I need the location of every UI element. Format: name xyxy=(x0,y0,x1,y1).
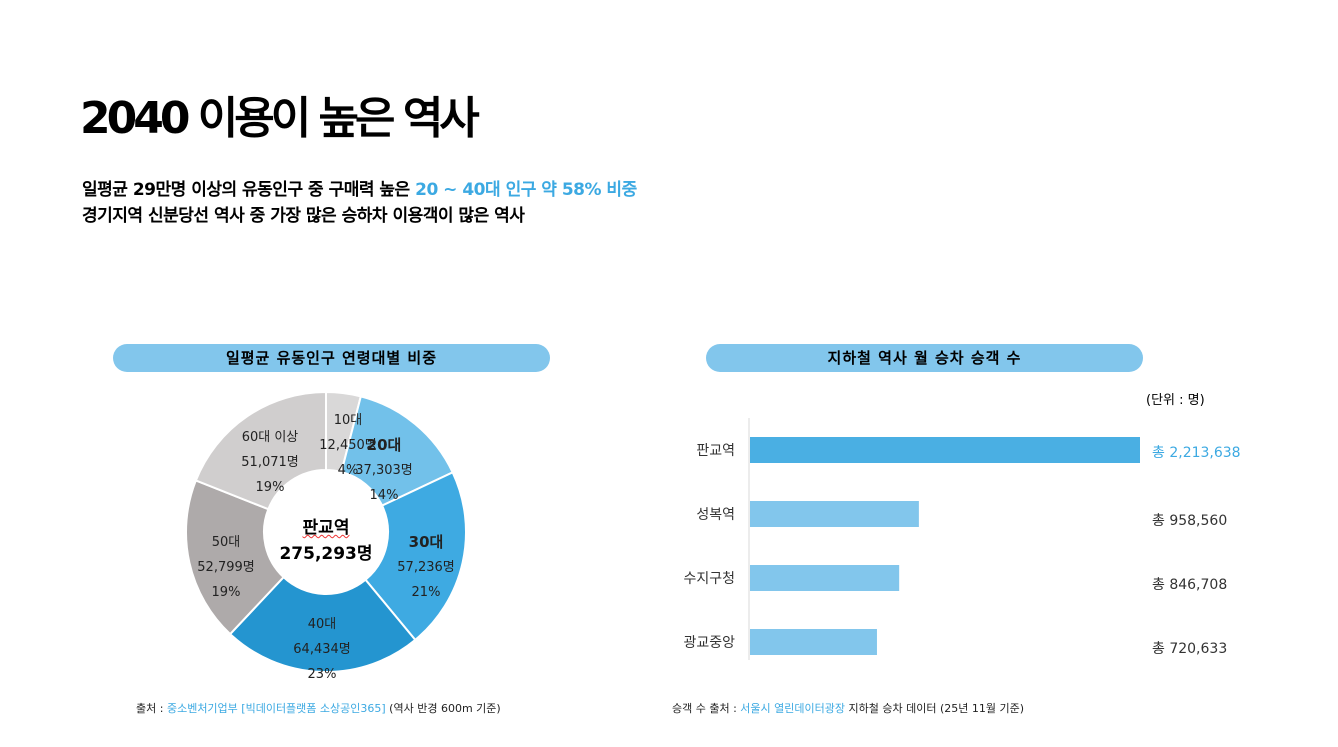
source-prefix: 승객 수 출처 : xyxy=(672,702,741,715)
slice-category: 10대 xyxy=(333,413,363,428)
donut-slice-3 xyxy=(228,575,417,673)
bar-category: 성복역 xyxy=(696,507,735,523)
slice-label: 50대 52,799명 19% xyxy=(197,530,254,605)
donut-chart-header: 일평균 유동인구 연령대별 비중 xyxy=(113,344,550,372)
slice-count: 52,799명 xyxy=(197,560,255,575)
slice-count: 37,303명 xyxy=(355,463,413,478)
unit-label: (단위 : 명) xyxy=(1146,393,1205,408)
source-link[interactable]: 서울시 열린데이터광장 xyxy=(740,702,845,715)
slice-percent: 19% xyxy=(211,585,241,600)
slice-category: 20대 xyxy=(366,436,402,454)
slice-count: 51,071명 xyxy=(241,455,299,470)
donut-slice-4 xyxy=(185,479,285,636)
slice-category: 40대 xyxy=(307,617,337,632)
bar-value-label: 총 846,708 xyxy=(1152,577,1228,593)
bar-0 xyxy=(750,437,1140,463)
center-station: 판교역 xyxy=(302,518,350,538)
bar-category: 판교역 xyxy=(696,443,735,459)
right-source: 승객 수 출처 : 서울시 열린데이터광장 지하철 승차 데이터 (25년 11… xyxy=(672,700,1024,716)
slice-percent: 23% xyxy=(307,667,337,682)
slice-count: 57,236명 xyxy=(397,560,455,575)
slice-label: 10대 12,450명 4% xyxy=(319,408,376,483)
slice-category: 30대 xyxy=(408,533,444,551)
donut-slice-5 xyxy=(194,390,327,511)
slice-label: 60대 이상 51,071명 19% xyxy=(241,425,298,500)
slice-count: 12,450명 xyxy=(319,438,377,453)
slice-label: 20대 37,303명 14% xyxy=(355,433,412,508)
source-link[interactable]: 중소벤처기업부 [빅데이터플랫폼 소상공인365] xyxy=(166,702,386,715)
donut-slice-2 xyxy=(364,471,467,642)
bar-value-label: 총 958,560 xyxy=(1152,513,1228,529)
bar-category: 수지구청 xyxy=(683,571,735,587)
slice-percent: 21% xyxy=(411,585,441,600)
bar-1 xyxy=(750,501,919,527)
source-suffix: (역사 반경 600m 기준) xyxy=(385,702,501,715)
slice-category: 50대 xyxy=(211,535,241,550)
bar-value-label: 총 2,213,638 xyxy=(1152,445,1241,461)
bar-3 xyxy=(750,629,877,655)
center-total: 275,293명 xyxy=(279,544,373,564)
bar-2 xyxy=(750,565,900,591)
slice-label: 30대 57,236명 21% xyxy=(397,530,454,605)
slice-category: 60대 이상 xyxy=(241,430,299,445)
subtitle-highlight: 20 ~ 40대 인구 약 58% 비중 xyxy=(415,180,637,200)
slice-count: 64,434명 xyxy=(293,642,351,657)
slice-percent: 19% xyxy=(255,480,285,495)
slice-label: 40대 64,434명 23% xyxy=(293,612,350,687)
bar-category: 광교중앙 xyxy=(683,635,735,651)
donut-center-label: 판교역 275,293명 xyxy=(279,515,372,567)
slice-percent: 14% xyxy=(369,488,399,503)
slice-percent: 4% xyxy=(337,463,359,478)
left-source: 출처 : 중소벤처기업부 [빅데이터플랫폼 소상공인365] (역사 반경 60… xyxy=(136,700,501,716)
source-suffix: 지하철 승차 데이터 (25년 11월 기준) xyxy=(845,702,1024,715)
page-title: 2040 이용이 높은 역사 xyxy=(80,93,480,144)
subtitle-line-1: 일평균 29만명 이상의 유동인구 중 구매력 높은 20 ~ 40대 인구 약… xyxy=(82,175,637,200)
source-prefix: 출처 : xyxy=(136,702,167,715)
subtitle-line-2: 경기지역 신분당선 역사 중 가장 많은 승하차 이용객이 많은 역사 xyxy=(82,206,525,226)
subtitle-text: 일평균 29만명 이상의 유동인구 중 구매력 높은 xyxy=(82,180,416,200)
bar-chart-header: 지하철 역사 월 승차 승객 수 xyxy=(706,344,1143,372)
bar-value-label: 총 720,633 xyxy=(1152,641,1228,657)
